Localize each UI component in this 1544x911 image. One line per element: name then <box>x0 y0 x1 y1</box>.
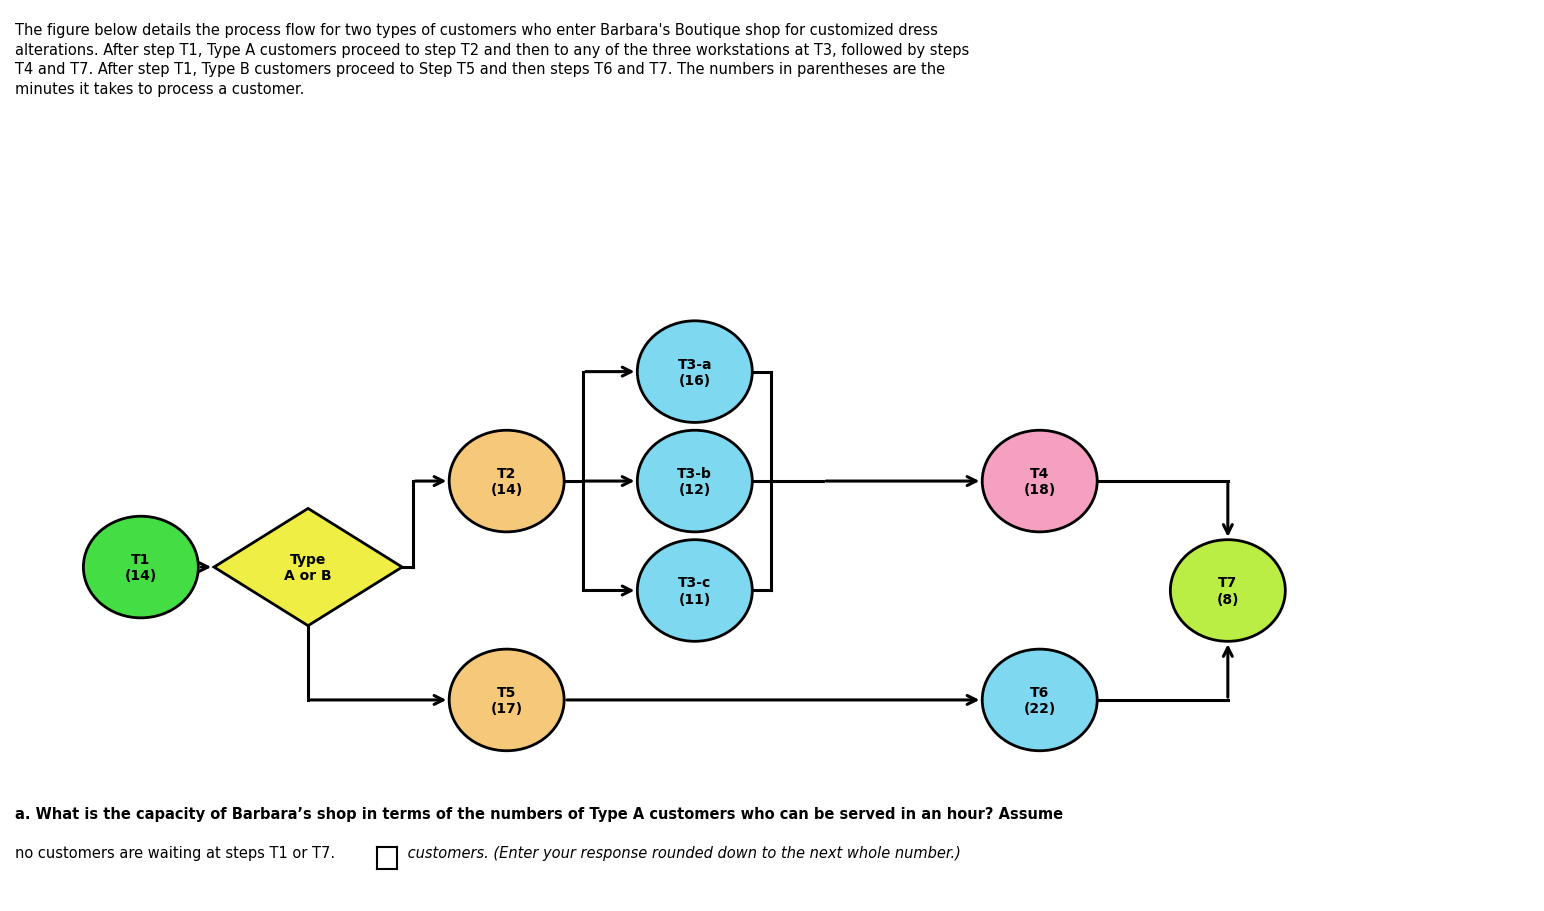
Ellipse shape <box>982 431 1098 532</box>
Text: T6
(22): T6 (22) <box>1024 685 1056 715</box>
Ellipse shape <box>449 650 564 751</box>
Text: T3-c
(11): T3-c (11) <box>678 576 712 606</box>
Ellipse shape <box>638 322 752 423</box>
Text: Type
A or B: Type A or B <box>284 552 332 582</box>
Ellipse shape <box>638 540 752 641</box>
Text: a. What is the capacity of Barbara’s shop in terms of the numbers of Type A cust: a. What is the capacity of Barbara’s sho… <box>15 806 1064 821</box>
Text: The figure below details the process flow for two types of customers who enter B: The figure below details the process flo… <box>15 23 970 97</box>
Ellipse shape <box>982 650 1098 751</box>
Text: T7
(8): T7 (8) <box>1217 576 1240 606</box>
Text: T4
(18): T4 (18) <box>1024 466 1056 496</box>
Text: T3-a
(16): T3-a (16) <box>678 357 712 387</box>
Text: T1
(14): T1 (14) <box>125 552 157 582</box>
Text: T2
(14): T2 (14) <box>491 466 523 496</box>
Ellipse shape <box>638 431 752 532</box>
Text: no customers are waiting at steps T1 or T7.: no customers are waiting at steps T1 or … <box>15 845 340 860</box>
Text: T3-b
(12): T3-b (12) <box>678 466 712 496</box>
Ellipse shape <box>449 431 564 532</box>
Text: T5
(17): T5 (17) <box>491 685 523 715</box>
Text: customers. (Enter your response rounded down to the next whole number.): customers. (Enter your response rounded … <box>403 845 960 860</box>
Ellipse shape <box>1170 540 1285 641</box>
Polygon shape <box>215 509 401 626</box>
Ellipse shape <box>83 517 198 619</box>
